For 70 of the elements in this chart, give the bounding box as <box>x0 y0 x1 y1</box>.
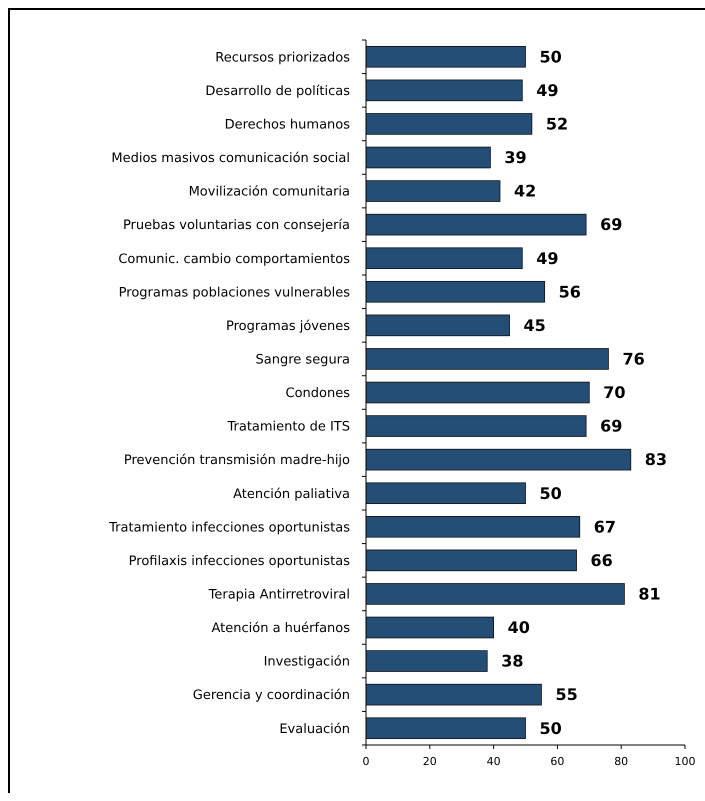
bar <box>366 146 491 168</box>
y-tick-label: Medios masivos comunicación social <box>111 151 350 166</box>
data-label: 49 <box>536 248 559 268</box>
y-tick-label: Condones <box>286 386 350 402</box>
y-tick-label: Pruebas voluntarias con consejería <box>122 218 350 234</box>
data-label: 39 <box>504 148 527 168</box>
data-label: 45 <box>524 316 546 335</box>
bar <box>366 113 532 135</box>
data-label: 52 <box>546 114 568 134</box>
x-tick-label: 60 <box>550 755 564 768</box>
y-tick-label: Programas poblaciones vulnerables <box>118 285 350 300</box>
data-label: 69 <box>600 215 622 234</box>
data-label: 69 <box>600 416 622 436</box>
bar <box>366 180 500 202</box>
y-tick-label: Tratamiento de ITS <box>226 420 350 435</box>
data-label: 38 <box>501 652 524 671</box>
bar <box>366 448 632 470</box>
data-label: 40 <box>508 618 530 638</box>
y-tick-label: Atención paliativa <box>233 486 350 502</box>
y-tick-label: Programas jóvenes <box>226 318 350 334</box>
y-tick-label: Tratamiento infecciones oportunistas <box>108 520 350 536</box>
bar <box>366 550 577 572</box>
data-label: 49 <box>536 80 559 100</box>
frame: 50 49 52 39 42 69 49 56 45 76 70 69 83 50 67 66 81 40 38 55 50 Recursos priorizados Desarrollo de políticas Derechos humanos Medios masivos comunicación social Movilización comunitaria Pruebas voluntarias con consejería Comunic. cambio comportamientos Programas poblaciones vulnerables Programas jóvenes Sangre segura Condones Tratamiento de ITS Prevención transmisión madre-hijo Atención paliativa Tratamiento infecciones oportunistas Profilaxis infecciones oportunistas Terapia Antirretroviral Atención a huérfanos Investigación Gerencia y coordinación Evaluación 0 20 40 60 80 100 <box>8 8 705 793</box>
y-tick-label: Recursos priorizados <box>215 50 350 66</box>
bar <box>366 80 523 102</box>
bar <box>366 382 590 404</box>
y-tick-label: Investigación <box>264 654 350 670</box>
data-label: 76 <box>622 350 645 369</box>
y-tick-label: Profilaxis infecciones oportunistas <box>128 554 350 569</box>
x-tick-label: 100 <box>674 755 696 768</box>
y-tick-label: Evaluación <box>279 722 350 737</box>
y-tick-label: Terapia Antirretroviral <box>208 587 350 602</box>
data-label: 70 <box>603 383 626 402</box>
bar <box>366 415 587 437</box>
bar <box>366 348 609 370</box>
bar <box>366 616 494 638</box>
bar <box>366 717 526 740</box>
data-label: 50 <box>540 484 562 503</box>
data-label: 66 <box>590 550 613 570</box>
data-label: 81 <box>638 584 661 604</box>
data-label: 50 <box>540 47 562 66</box>
x-tick-label: 80 <box>614 755 628 768</box>
y-tick-label: Desarrollo de políticas <box>205 84 350 99</box>
data-label: 83 <box>644 450 668 470</box>
bar <box>366 516 580 538</box>
y-tick-label: Comunic. cambio comportamientos <box>118 252 350 267</box>
data-label: 56 <box>558 282 581 302</box>
bar <box>366 214 587 236</box>
data-label: 42 <box>514 182 536 201</box>
y-tick-label: Movilización comunitaria <box>188 184 350 200</box>
data-label: 67 <box>594 517 616 536</box>
bar <box>366 583 625 605</box>
bar <box>366 314 510 336</box>
x-tick-label: 40 <box>486 755 501 768</box>
data-label: 55 <box>555 685 578 704</box>
y-tick-label: Prevención transmisión madre-hijo <box>124 453 350 468</box>
y-tick-label: Gerencia y coordinación <box>192 688 350 704</box>
bar <box>366 650 488 672</box>
bar <box>366 46 526 68</box>
y-tick-label: Atención a huérfanos <box>211 621 350 636</box>
bar <box>366 482 526 504</box>
y-tick-label: Derechos humanos <box>224 117 350 132</box>
bar <box>366 684 542 706</box>
x-tick-label: 20 <box>422 755 437 768</box>
x-tick-label: 0 <box>362 755 370 768</box>
data-label: 50 <box>540 718 562 738</box>
y-tick-label: Sangre segura <box>256 352 350 368</box>
bar <box>366 247 523 270</box>
bar <box>366 280 546 303</box>
